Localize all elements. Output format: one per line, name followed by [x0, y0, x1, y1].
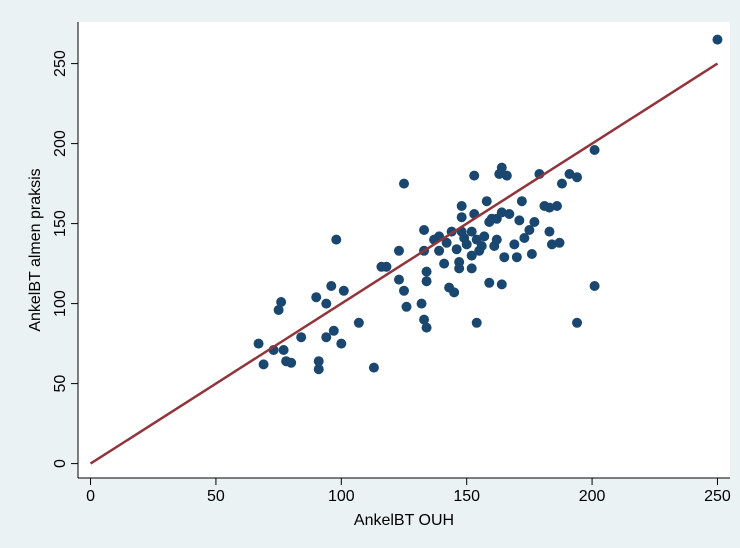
- point: [479, 231, 490, 242]
- x-tick-label: 100: [328, 488, 355, 505]
- point: [466, 250, 477, 261]
- point: [556, 178, 567, 189]
- point: [551, 201, 562, 211]
- point: [321, 298, 332, 309]
- point: [456, 201, 467, 211]
- point: [451, 244, 462, 255]
- point: [526, 249, 537, 259]
- point: [421, 266, 432, 277]
- point: [529, 217, 540, 227]
- point: [466, 263, 477, 274]
- point: [419, 225, 430, 235]
- point: [572, 317, 583, 328]
- point: [419, 314, 430, 325]
- point: [484, 277, 495, 288]
- point: [491, 234, 502, 245]
- point: [471, 317, 482, 328]
- point: [516, 196, 527, 207]
- point: [481, 196, 492, 207]
- point: [496, 279, 507, 290]
- point: [589, 145, 600, 155]
- y-tick-label: 0: [52, 459, 69, 468]
- point: [456, 212, 467, 223]
- point: [524, 225, 535, 235]
- y-axis-title: AnkelBT almen praksis: [27, 168, 44, 331]
- point: [416, 298, 427, 309]
- point: [441, 237, 452, 248]
- y-tick-label: 150: [52, 210, 69, 237]
- point: [368, 362, 379, 373]
- point: [326, 281, 337, 291]
- point: [449, 287, 460, 298]
- y-tick-label: 100: [52, 290, 69, 317]
- point: [589, 281, 600, 291]
- y-tick-label: 50: [52, 375, 69, 393]
- point: [572, 172, 583, 183]
- point: [514, 215, 525, 226]
- point: [328, 325, 339, 336]
- point: [544, 202, 555, 213]
- point: [399, 285, 409, 296]
- x-tick-label: 150: [453, 488, 480, 505]
- point: [321, 332, 332, 343]
- point: [313, 364, 324, 375]
- point: [253, 338, 264, 349]
- point: [336, 338, 347, 349]
- point: [331, 234, 342, 245]
- point: [296, 332, 307, 343]
- point: [519, 233, 530, 243]
- point: [466, 226, 477, 237]
- y-tick-label: 200: [52, 130, 69, 157]
- point: [454, 257, 465, 267]
- point: [399, 178, 409, 189]
- point: [564, 169, 575, 179]
- point: [381, 261, 392, 272]
- line: [89, 62, 719, 465]
- point: [439, 258, 450, 269]
- point: [311, 292, 322, 303]
- point: [554, 237, 565, 248]
- point: [421, 322, 432, 333]
- point: [421, 276, 432, 287]
- point: [509, 239, 520, 250]
- point: [461, 239, 472, 250]
- point: [504, 209, 515, 219]
- point: [273, 305, 284, 315]
- point: [278, 345, 289, 355]
- point: [499, 252, 510, 263]
- point: [353, 317, 364, 328]
- x-axis-title: AnkelBT OUH: [354, 512, 454, 529]
- point: [511, 252, 522, 263]
- point: [313, 356, 324, 367]
- point: [712, 34, 723, 45]
- point: [286, 357, 297, 368]
- point: [496, 162, 507, 173]
- x-tick-label: 200: [579, 488, 606, 505]
- point: [496, 207, 507, 218]
- point: [501, 170, 512, 181]
- x-tick-label: 250: [704, 488, 731, 505]
- point: [546, 239, 557, 250]
- x-tick-label: 0: [86, 488, 95, 505]
- point: [469, 170, 480, 181]
- point: [276, 297, 287, 307]
- point: [544, 226, 555, 237]
- point: [434, 245, 445, 256]
- point: [476, 241, 487, 251]
- point: [393, 274, 404, 285]
- point: [338, 285, 349, 296]
- point: [393, 245, 404, 256]
- y-tick-label: 250: [52, 50, 69, 77]
- x-tick-label: 50: [207, 488, 225, 505]
- point: [258, 359, 269, 370]
- point: [401, 301, 412, 312]
